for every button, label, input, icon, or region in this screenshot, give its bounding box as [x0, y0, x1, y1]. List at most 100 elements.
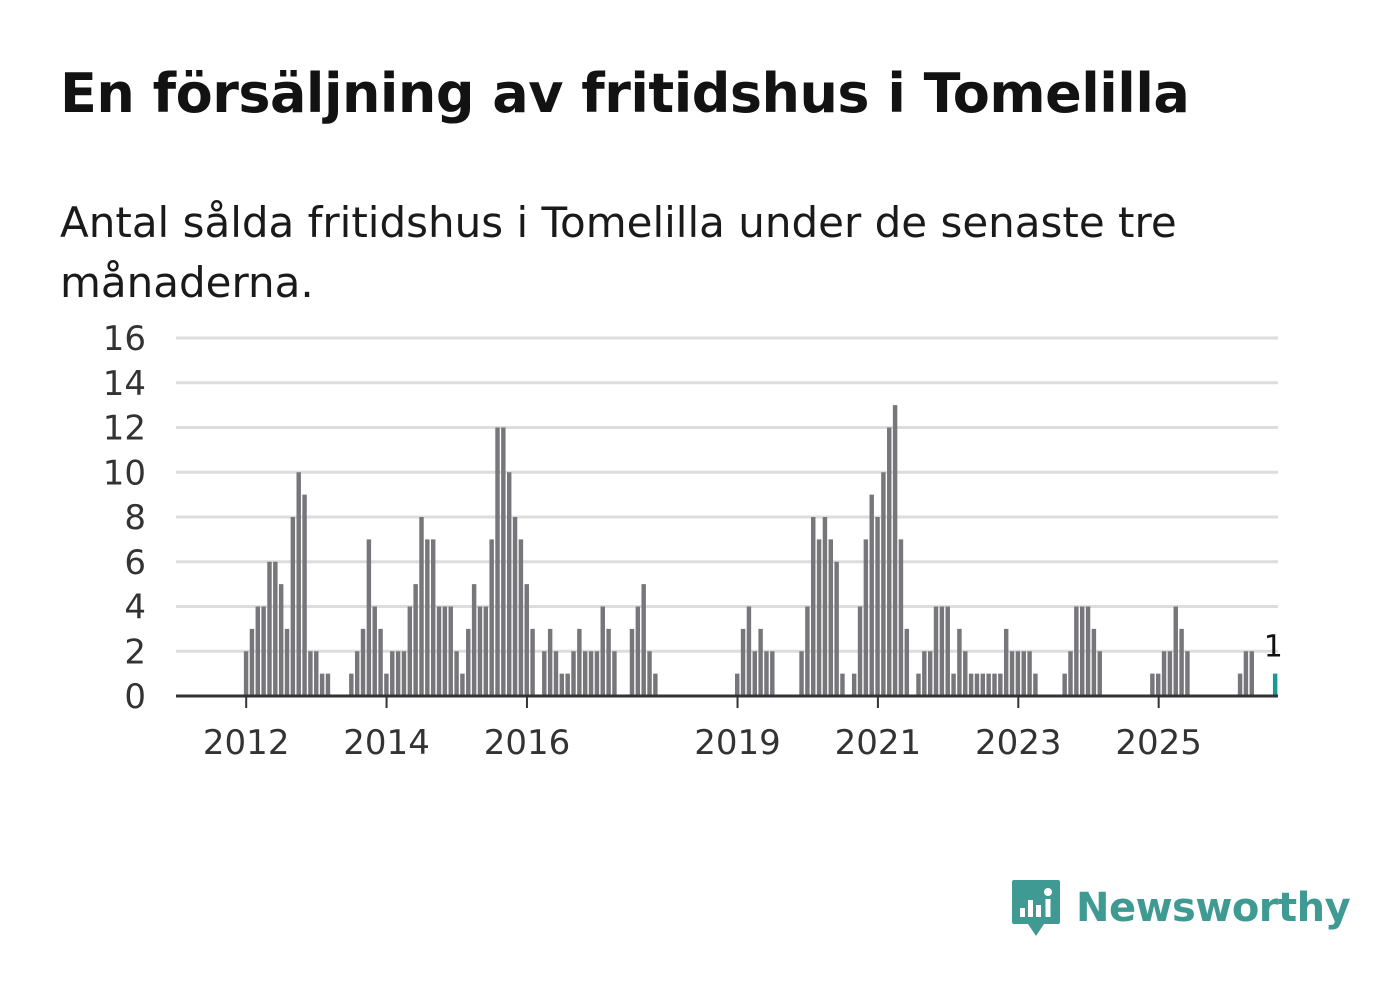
brand: Newsworthy — [1010, 878, 1351, 938]
bar — [1079, 606, 1085, 696]
bar — [647, 651, 652, 696]
bar — [471, 584, 477, 696]
x-tick-label: 2014 — [343, 723, 430, 763]
bar — [951, 673, 956, 696]
bar — [740, 628, 746, 696]
bar — [945, 606, 950, 696]
bar — [302, 494, 307, 696]
bar — [547, 628, 553, 696]
bar — [419, 517, 424, 696]
bar — [770, 651, 775, 696]
brand-name: Newsworthy — [1076, 885, 1351, 931]
bar — [869, 494, 874, 696]
bar — [483, 606, 489, 696]
bar — [308, 651, 313, 696]
bar — [863, 539, 869, 696]
bar — [261, 606, 266, 696]
bar — [828, 539, 834, 696]
bar — [354, 651, 360, 696]
bar — [448, 606, 453, 696]
bar — [986, 673, 991, 696]
bar — [594, 651, 600, 696]
bar — [273, 561, 278, 696]
bar — [904, 628, 910, 696]
bar — [851, 673, 857, 696]
bar — [454, 651, 459, 696]
x-tick-label: 2025 — [1115, 723, 1202, 763]
bar — [875, 517, 880, 696]
y-tick-label: 2 — [124, 632, 146, 672]
bar — [390, 651, 395, 696]
bar — [811, 517, 816, 696]
y-tick-label: 12 — [103, 409, 146, 449]
bar — [980, 673, 986, 696]
bar — [857, 606, 863, 696]
bar — [1155, 673, 1161, 696]
bar — [968, 673, 974, 696]
bar — [1161, 651, 1167, 696]
bar — [840, 673, 845, 696]
bar — [1249, 651, 1254, 696]
bar — [1015, 651, 1021, 696]
bar — [588, 651, 594, 696]
bar — [501, 427, 506, 696]
bar — [1033, 673, 1038, 696]
bar — [372, 606, 377, 696]
bar — [1237, 673, 1243, 696]
bar — [571, 651, 576, 696]
bar — [425, 539, 430, 696]
bar — [606, 628, 611, 696]
bar — [887, 427, 892, 696]
bar — [314, 651, 319, 696]
y-tick-label: 8 — [124, 498, 146, 538]
bar — [360, 628, 366, 696]
bar — [255, 606, 261, 696]
bar — [1021, 651, 1026, 696]
bar — [530, 628, 535, 696]
bar — [974, 673, 980, 696]
bar — [1027, 651, 1032, 696]
bar — [460, 673, 465, 696]
bar — [963, 651, 968, 696]
chart-title: En försäljning av fritidshus i Tomelilla — [60, 62, 1190, 125]
y-tick-label: 4 — [124, 588, 146, 628]
bar — [1074, 606, 1079, 696]
bar — [746, 606, 752, 696]
bar — [413, 584, 418, 696]
y-tick-label: 10 — [103, 453, 146, 493]
bar — [512, 517, 518, 696]
bar — [349, 673, 354, 696]
bar — [957, 628, 962, 696]
bar — [764, 651, 769, 696]
bar — [542, 651, 547, 696]
bar — [384, 673, 389, 696]
bar — [758, 628, 763, 696]
bar — [805, 606, 810, 696]
bar — [1179, 628, 1184, 696]
bar — [927, 651, 933, 696]
bar — [629, 628, 635, 696]
chart-subtitle: Antal sålda fritidshus i Tomelilla under… — [60, 198, 1177, 307]
bar — [436, 606, 442, 696]
bar — [466, 628, 471, 696]
x-tick-label: 2021 — [835, 723, 922, 763]
x-tick-label: 2023 — [975, 723, 1062, 763]
bar — [325, 673, 331, 696]
bar — [939, 606, 945, 696]
bar — [577, 628, 582, 696]
bar — [641, 584, 646, 696]
bar — [559, 673, 565, 696]
bar — [1150, 673, 1155, 696]
bar — [506, 472, 512, 696]
x-tick-label: 2016 — [484, 723, 571, 763]
y-tick-label: 14 — [103, 364, 146, 404]
bar — [816, 539, 822, 696]
bar — [1003, 628, 1009, 696]
y-tick-label: 6 — [124, 543, 146, 583]
bar — [395, 651, 401, 696]
bar — [1243, 651, 1249, 696]
bar — [1009, 651, 1015, 696]
bar — [366, 539, 372, 696]
bar — [278, 584, 284, 696]
